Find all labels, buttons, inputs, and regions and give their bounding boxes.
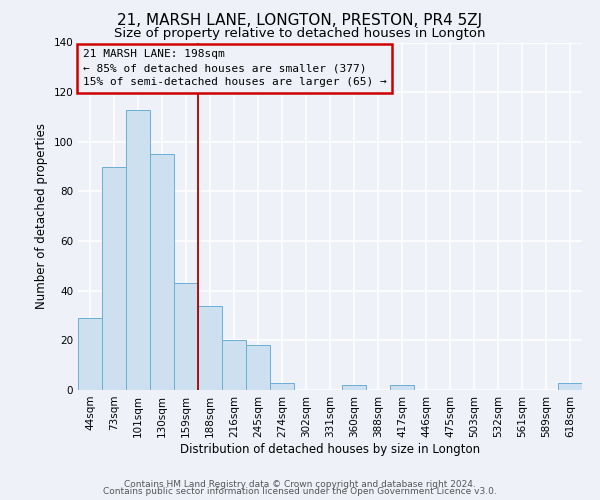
Text: 21, MARSH LANE, LONGTON, PRESTON, PR4 5ZJ: 21, MARSH LANE, LONGTON, PRESTON, PR4 5Z… xyxy=(118,12,482,28)
Bar xyxy=(222,340,246,390)
Text: Size of property relative to detached houses in Longton: Size of property relative to detached ho… xyxy=(114,28,486,40)
Bar xyxy=(198,306,222,390)
Bar xyxy=(174,284,198,390)
Bar xyxy=(150,154,174,390)
Text: Contains HM Land Registry data © Crown copyright and database right 2024.: Contains HM Land Registry data © Crown c… xyxy=(124,480,476,489)
Bar xyxy=(246,346,270,390)
Bar xyxy=(126,110,150,390)
Text: Contains public sector information licensed under the Open Government Licence v3: Contains public sector information licen… xyxy=(103,487,497,496)
Bar xyxy=(78,318,102,390)
Text: 21 MARSH LANE: 198sqm
← 85% of detached houses are smaller (377)
15% of semi-det: 21 MARSH LANE: 198sqm ← 85% of detached … xyxy=(83,50,387,88)
Bar xyxy=(390,385,414,390)
X-axis label: Distribution of detached houses by size in Longton: Distribution of detached houses by size … xyxy=(180,442,480,456)
Y-axis label: Number of detached properties: Number of detached properties xyxy=(35,123,48,309)
Bar xyxy=(270,382,294,390)
Bar xyxy=(558,382,582,390)
Bar xyxy=(342,385,366,390)
Bar xyxy=(102,166,126,390)
